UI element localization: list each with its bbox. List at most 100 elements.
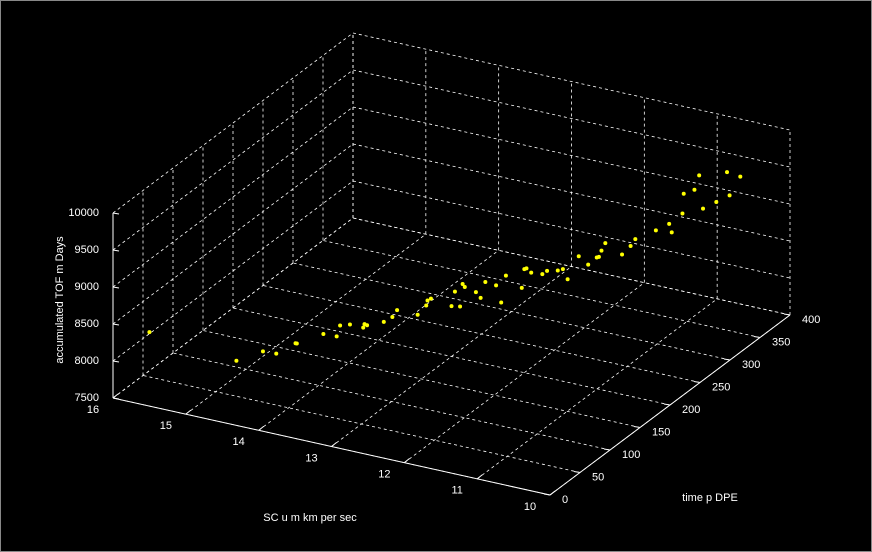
point bbox=[633, 237, 638, 242]
tick-mark bbox=[633, 426, 641, 428]
point bbox=[560, 267, 565, 272]
point bbox=[449, 304, 454, 309]
tick-mark bbox=[663, 403, 671, 406]
point bbox=[460, 281, 465, 286]
point bbox=[667, 221, 672, 226]
grid-line bbox=[352, 217, 791, 316]
tick-mark bbox=[404, 458, 410, 464]
grid-line bbox=[112, 143, 354, 325]
y-axis-label: time p DPE bbox=[682, 492, 738, 504]
point bbox=[586, 262, 591, 267]
point bbox=[565, 277, 570, 282]
y-tick-label: 0 bbox=[562, 494, 568, 506]
point bbox=[529, 270, 534, 275]
point bbox=[738, 174, 743, 179]
z-tick-label: 7500 bbox=[75, 392, 99, 404]
point bbox=[628, 244, 633, 248]
y-tick-label: 50 bbox=[592, 471, 604, 483]
point bbox=[522, 267, 527, 272]
point bbox=[494, 283, 499, 288]
point bbox=[555, 268, 560, 273]
point bbox=[381, 319, 386, 324]
grid-line bbox=[112, 69, 354, 251]
grid-line bbox=[352, 143, 791, 242]
y-tick-label: 400 bbox=[802, 314, 820, 326]
tick-mark bbox=[258, 425, 264, 431]
grid-line bbox=[112, 217, 354, 399]
point bbox=[478, 295, 483, 300]
z-axis-label: accumulated TOF m Days bbox=[54, 236, 66, 364]
point bbox=[714, 200, 719, 204]
grid-line bbox=[352, 180, 791, 279]
point bbox=[540, 272, 545, 277]
grid-line bbox=[292, 262, 731, 361]
tick-mark bbox=[185, 409, 192, 415]
y-tick-label: 150 bbox=[652, 426, 670, 438]
grid-line bbox=[112, 180, 354, 362]
point bbox=[361, 325, 366, 330]
grid-line bbox=[352, 69, 791, 168]
grid-line bbox=[262, 285, 701, 383]
x-tick-label: 11 bbox=[451, 485, 462, 497]
x-tick-label: 10 bbox=[524, 501, 536, 513]
tick-mark bbox=[112, 286, 120, 289]
point bbox=[483, 280, 488, 285]
point bbox=[620, 252, 625, 257]
x-tick-label: 13 bbox=[305, 452, 317, 464]
point bbox=[395, 308, 400, 313]
point bbox=[503, 273, 508, 278]
tick-mark bbox=[693, 381, 701, 383]
point bbox=[576, 254, 581, 259]
grid-line bbox=[112, 106, 354, 288]
point bbox=[545, 268, 550, 273]
point bbox=[334, 334, 339, 339]
point bbox=[321, 332, 326, 337]
x-axis-line bbox=[112, 397, 551, 496]
point bbox=[692, 187, 697, 192]
grid-line bbox=[232, 307, 671, 406]
tick-mark bbox=[476, 474, 483, 480]
point bbox=[428, 296, 433, 301]
tick-mark bbox=[112, 249, 120, 252]
z-tick-label: 9000 bbox=[75, 281, 99, 293]
x-tick-label: 14 bbox=[233, 436, 245, 448]
point bbox=[499, 300, 504, 305]
tick-mark bbox=[573, 471, 581, 473]
y-tick-label: 200 bbox=[682, 404, 700, 416]
point bbox=[274, 351, 279, 356]
x-axis-label: SC u m km per sec bbox=[263, 512, 357, 524]
point bbox=[424, 303, 429, 308]
point bbox=[462, 285, 467, 290]
point bbox=[697, 173, 702, 178]
grid-line bbox=[322, 240, 761, 338]
point bbox=[147, 330, 152, 335]
point bbox=[669, 230, 674, 235]
point bbox=[347, 322, 352, 327]
point bbox=[603, 241, 608, 246]
z-tick-label: 8500 bbox=[75, 318, 99, 330]
point bbox=[681, 191, 686, 196]
point bbox=[260, 349, 265, 354]
point bbox=[390, 315, 395, 320]
z-tick-label: 9500 bbox=[75, 244, 99, 256]
point bbox=[599, 248, 604, 253]
point bbox=[415, 312, 420, 317]
grid-line bbox=[202, 330, 641, 428]
point bbox=[727, 193, 732, 198]
x-tick-label: 15 bbox=[160, 420, 172, 432]
grid-line bbox=[172, 352, 611, 451]
point bbox=[473, 290, 478, 295]
tick-mark bbox=[331, 442, 337, 447]
grid-line bbox=[352, 106, 791, 205]
grid-line bbox=[142, 375, 581, 473]
point bbox=[725, 170, 730, 175]
point bbox=[701, 206, 706, 211]
point bbox=[653, 228, 658, 233]
y-tick-label: 300 bbox=[742, 359, 760, 371]
point bbox=[425, 298, 430, 303]
grid-line bbox=[112, 32, 354, 214]
grid-line bbox=[258, 250, 499, 431]
